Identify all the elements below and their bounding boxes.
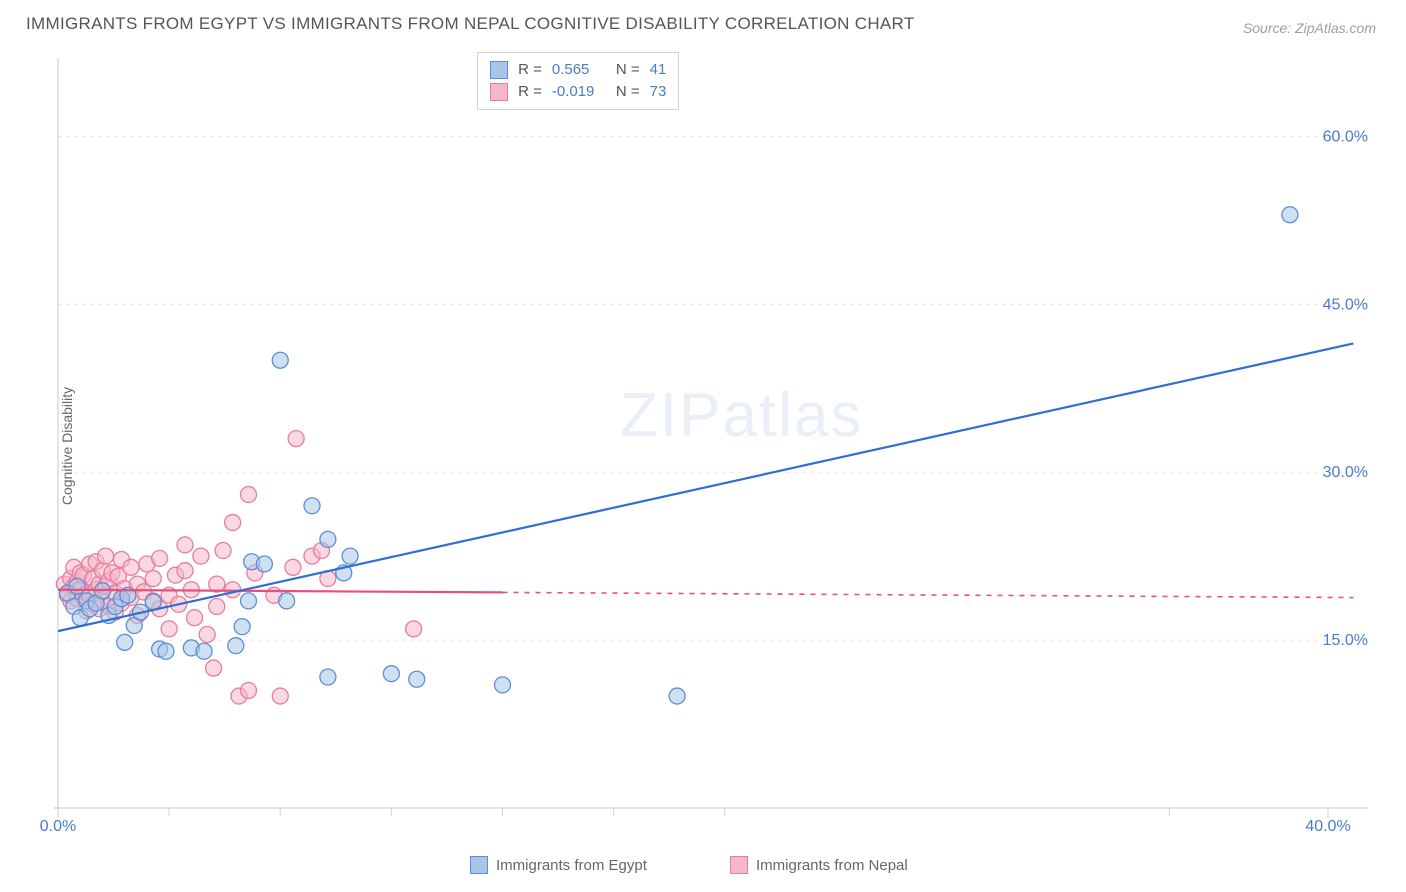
data-point: [495, 677, 511, 693]
data-point: [272, 352, 288, 368]
x-tick-label: 40.0%: [1305, 818, 1350, 836]
blue-swatch-icon: [490, 61, 508, 79]
trend-line-dashed: [503, 592, 1354, 597]
data-point: [256, 556, 272, 572]
n-label: N =: [616, 81, 640, 103]
data-point: [161, 621, 177, 637]
y-tick-label: 15.0%: [1323, 632, 1368, 649]
data-point: [409, 671, 425, 687]
n-value: 73: [650, 81, 667, 103]
r-value: 0.565: [552, 59, 606, 81]
data-point: [206, 660, 222, 676]
n-label: N =: [616, 59, 640, 81]
r-label: R =: [518, 59, 542, 81]
data-point: [225, 515, 241, 531]
data-point: [69, 578, 85, 594]
data-point: [199, 626, 215, 642]
data-point: [669, 688, 685, 704]
data-point: [241, 682, 257, 698]
data-point: [123, 559, 139, 575]
r-label: R =: [518, 81, 542, 103]
data-point: [342, 548, 358, 564]
data-point: [152, 550, 168, 566]
source-label: Source: ZipAtlas.com: [1243, 20, 1376, 36]
data-point: [145, 571, 161, 587]
legend-row: R = 0.565 N = 41: [490, 59, 666, 81]
data-point: [241, 487, 257, 503]
data-point: [187, 610, 203, 626]
chart-title: IMMIGRANTS FROM EGYPT VS IMMIGRANTS FROM…: [26, 14, 915, 34]
legend-row: R = -0.019 N = 73: [490, 81, 666, 103]
data-point: [209, 599, 225, 615]
data-point: [158, 643, 174, 659]
data-point: [177, 537, 193, 553]
data-point: [1282, 207, 1298, 223]
data-point: [279, 593, 295, 609]
r-value: -0.019: [552, 81, 606, 103]
data-point: [234, 619, 250, 635]
data-point: [304, 498, 320, 514]
data-point: [193, 548, 209, 564]
legend-label: Immigrants from Nepal: [756, 857, 908, 874]
data-point: [320, 669, 336, 685]
blue-swatch-icon: [470, 856, 488, 874]
data-point: [320, 531, 336, 547]
data-point: [117, 634, 133, 650]
y-tick-label: 45.0%: [1323, 296, 1368, 313]
data-point: [406, 621, 422, 637]
watermark: ZIPatlas: [620, 380, 863, 451]
legend-label: Immigrants from Egypt: [496, 857, 647, 874]
x-tick-label: 0.0%: [40, 818, 76, 836]
data-point: [177, 563, 193, 579]
y-tick-label: 30.0%: [1323, 464, 1368, 481]
correlation-legend: R = 0.565 N = 41 R = -0.019 N = 73: [477, 52, 679, 110]
data-point: [383, 666, 399, 682]
data-point: [272, 688, 288, 704]
pink-swatch-icon: [490, 83, 508, 101]
data-point: [228, 638, 244, 654]
data-point: [241, 593, 257, 609]
data-point: [196, 643, 212, 659]
n-value: 41: [650, 59, 667, 81]
legend-item: Immigrants from Nepal: [730, 856, 908, 874]
data-point: [215, 543, 231, 559]
pink-swatch-icon: [730, 856, 748, 874]
data-point: [285, 559, 301, 575]
legend-item: Immigrants from Egypt: [470, 856, 647, 874]
y-tick-label: 60.0%: [1323, 128, 1368, 145]
data-point: [98, 548, 114, 564]
data-point: [288, 431, 304, 447]
